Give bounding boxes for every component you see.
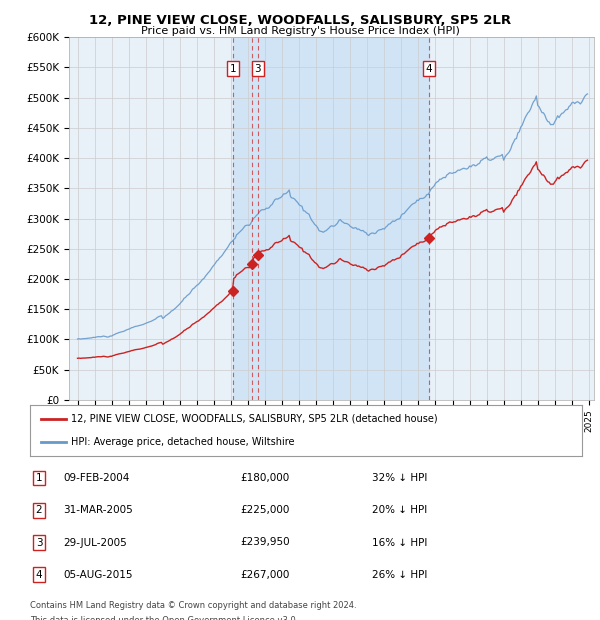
- Text: 29-JUL-2005: 29-JUL-2005: [63, 538, 127, 547]
- Text: 4: 4: [35, 570, 43, 580]
- Text: HPI: Average price, detached house, Wiltshire: HPI: Average price, detached house, Wilt…: [71, 437, 295, 447]
- Text: 3: 3: [35, 538, 43, 547]
- Text: 1: 1: [35, 473, 43, 483]
- Bar: [233, 37, 428, 400]
- Text: 3: 3: [254, 64, 261, 74]
- Text: £180,000: £180,000: [240, 473, 289, 483]
- Text: 05-AUG-2015: 05-AUG-2015: [63, 570, 133, 580]
- Text: 12, PINE VIEW CLOSE, WOODFALLS, SALISBURY, SP5 2LR: 12, PINE VIEW CLOSE, WOODFALLS, SALISBUR…: [89, 14, 511, 27]
- Text: 16% ↓ HPI: 16% ↓ HPI: [372, 538, 427, 547]
- Text: This data is licensed under the Open Government Licence v3.0.: This data is licensed under the Open Gov…: [30, 616, 298, 620]
- Text: £267,000: £267,000: [240, 570, 289, 580]
- Text: Contains HM Land Registry data © Crown copyright and database right 2024.: Contains HM Land Registry data © Crown c…: [30, 601, 356, 609]
- Text: 20% ↓ HPI: 20% ↓ HPI: [372, 505, 427, 515]
- Text: 26% ↓ HPI: 26% ↓ HPI: [372, 570, 427, 580]
- Text: £225,000: £225,000: [240, 505, 289, 515]
- Text: 1: 1: [229, 64, 236, 74]
- Text: 32% ↓ HPI: 32% ↓ HPI: [372, 473, 427, 483]
- Text: 4: 4: [425, 64, 432, 74]
- Text: 31-MAR-2005: 31-MAR-2005: [63, 505, 133, 515]
- Text: 2: 2: [35, 505, 43, 515]
- Text: 09-FEB-2004: 09-FEB-2004: [63, 473, 130, 483]
- Text: Price paid vs. HM Land Registry's House Price Index (HPI): Price paid vs. HM Land Registry's House …: [140, 26, 460, 36]
- Text: £239,950: £239,950: [240, 538, 290, 547]
- Text: 12, PINE VIEW CLOSE, WOODFALLS, SALISBURY, SP5 2LR (detached house): 12, PINE VIEW CLOSE, WOODFALLS, SALISBUR…: [71, 414, 438, 423]
